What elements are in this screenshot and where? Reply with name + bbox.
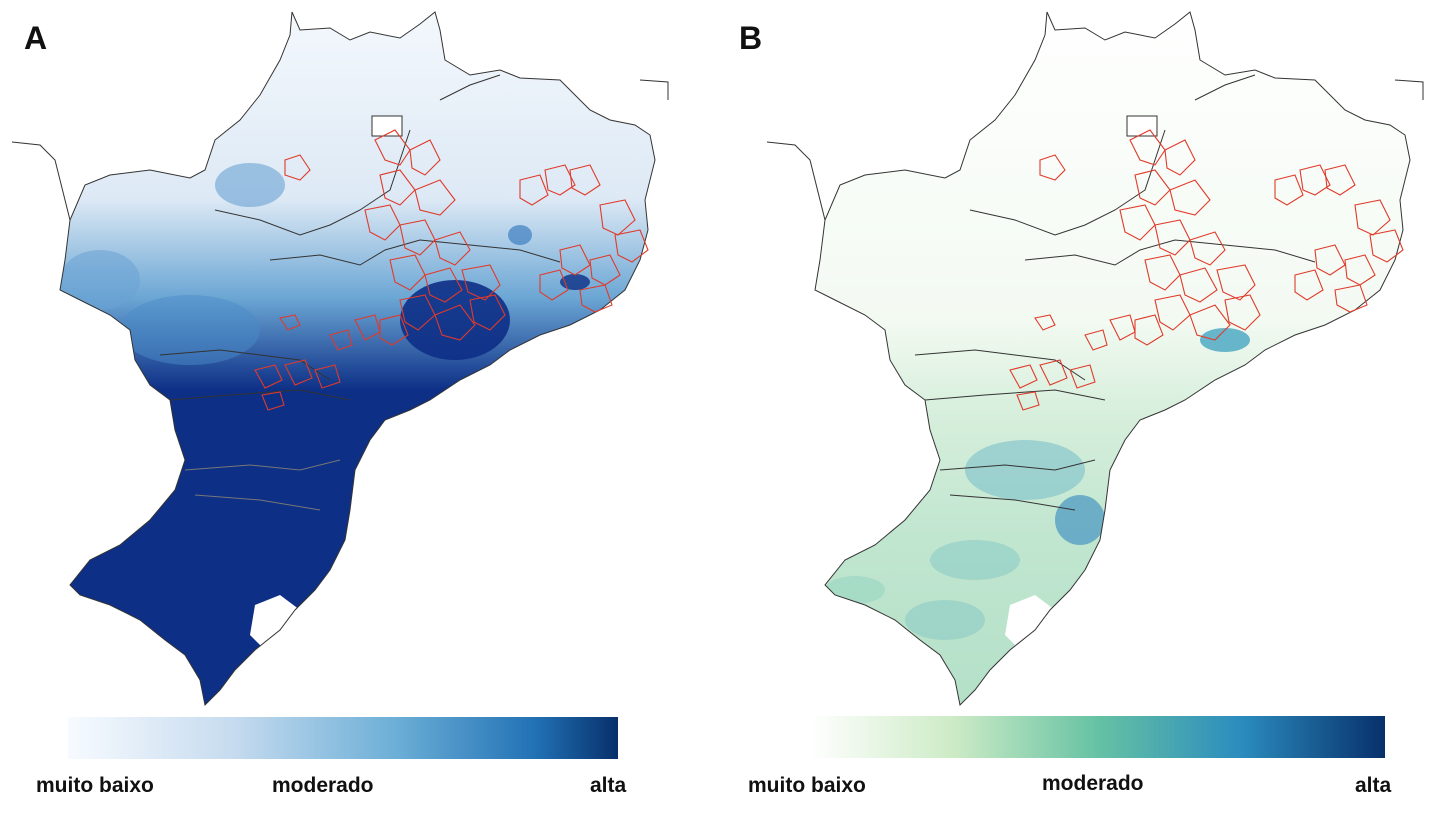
legend-low-label-b: muito baixo — [748, 774, 866, 797]
map-panel-b — [766, 11, 1424, 707]
legend-mid-label-a: moderado — [272, 774, 374, 797]
region-fill-a — [60, 12, 655, 705]
state-boundaries-a — [11, 11, 669, 707]
legend-high-label-a: alta — [590, 774, 627, 797]
region-fill-b — [815, 12, 1410, 705]
legend-low-label-a: muito baixo — [36, 774, 154, 797]
municipality-outlines-a — [254, 129, 649, 411]
municipality-outlines-b — [1009, 129, 1404, 411]
map-panel-a — [11, 11, 669, 707]
panel-a-letter: A — [24, 20, 48, 56]
panel-b-letter: B — [739, 20, 763, 56]
legend-mid-label-b: moderado — [1042, 772, 1144, 795]
legend-gradient-a — [68, 717, 618, 759]
legend-gradient-b — [810, 716, 1385, 758]
legend-high-label-b: alta — [1355, 774, 1392, 797]
